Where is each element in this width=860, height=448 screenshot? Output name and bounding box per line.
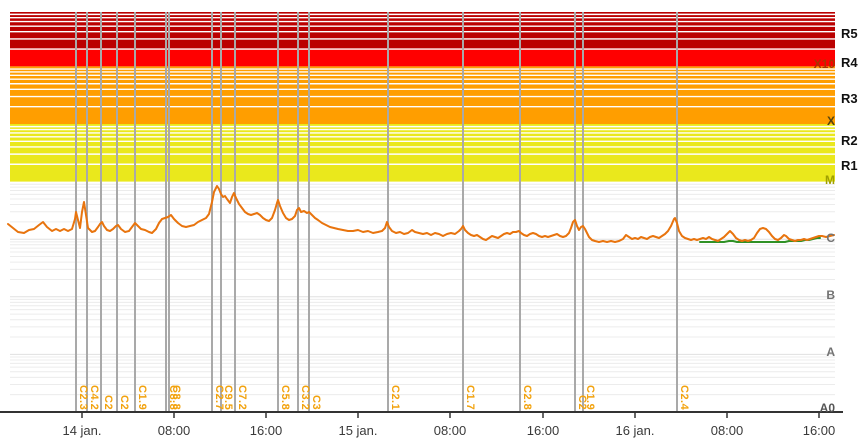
r-scale-label: R5	[841, 26, 858, 41]
x-tick-label: 16:00	[249, 423, 283, 438]
x-tick-label: 08:00	[157, 423, 191, 438]
flux-class-label: A0	[819, 401, 835, 415]
r-scale-label: R3	[841, 91, 858, 106]
flare-event-label[interactable]: C7.2	[236, 384, 248, 410]
flare-event-label[interactable]: C2.3	[77, 384, 89, 410]
flare-event-label[interactable]: C2.4	[678, 384, 690, 410]
x-tick-label: 16:00	[526, 423, 560, 438]
band-r4-severe	[10, 49, 835, 67]
flux-class-label: M	[825, 173, 835, 187]
x-tick-label: 16 jan.	[615, 423, 655, 438]
flux-class-label: X10	[813, 57, 835, 71]
x-tick-label: 14 jan.	[62, 423, 102, 438]
r-scale-label: R1	[841, 158, 858, 173]
series-xray-flux-secondary	[699, 237, 821, 243]
x-tick-label: 08:00	[433, 423, 467, 438]
flare-event-label[interactable]: C2	[102, 394, 114, 410]
flare-event-label[interactable]: C1.9	[136, 384, 148, 410]
flare-event-label[interactable]: C1.9	[584, 384, 596, 410]
flux-class-label: B	[826, 288, 835, 302]
flare-event-label[interactable]: C2.7	[213, 384, 225, 410]
x-tick-label: 16:00	[802, 423, 836, 438]
flare-event-label[interactable]: C8.8	[167, 384, 179, 410]
r-scale-label: R4	[841, 55, 858, 70]
flare-event-label[interactable]: C2.1	[389, 384, 401, 410]
flare-event-label[interactable]: C1.7	[464, 384, 476, 410]
r-scale-label: R2	[841, 133, 858, 148]
flux-class-label: A	[826, 345, 835, 359]
flare-event-label[interactable]: C2	[576, 394, 588, 410]
flare-event-label[interactable]: C2	[118, 394, 130, 410]
flare-event-label[interactable]: C4.2	[88, 384, 100, 410]
x-tick-label: 08:00	[710, 423, 744, 438]
flare-event-label[interactable]: C3	[310, 394, 322, 410]
flare-event-label[interactable]: C9.5	[222, 384, 234, 410]
x-tick-label: 15 jan.	[338, 423, 378, 438]
flare-event-label[interactable]: C3.2	[299, 384, 311, 410]
flux-class-label: X	[826, 114, 835, 128]
flare-event-label[interactable]: C8.8	[170, 384, 182, 410]
flare-event-label[interactable]: C2.8	[521, 384, 533, 410]
series-xray-flux-primary	[7, 185, 835, 243]
flare-event-label[interactable]: C5.8	[279, 384, 291, 410]
flux-class-label: C	[826, 231, 835, 245]
